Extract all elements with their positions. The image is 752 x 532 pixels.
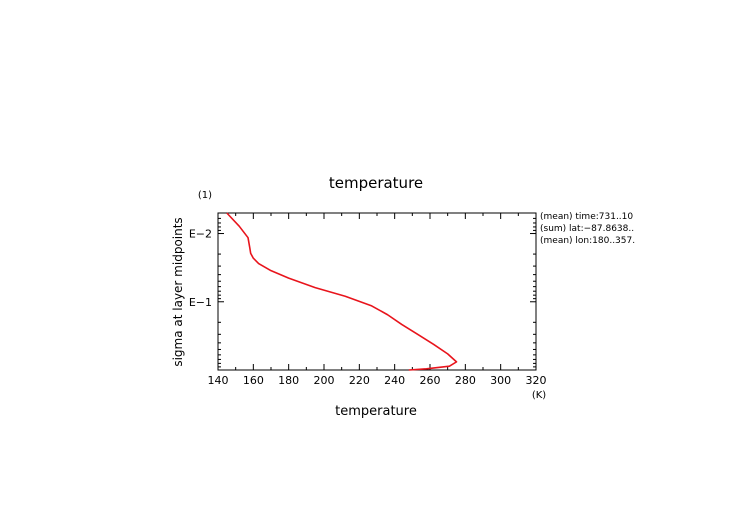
x-tick-label: 240 bbox=[384, 374, 405, 387]
x-tick-label: 300 bbox=[490, 374, 511, 387]
x-tick-label: 280 bbox=[455, 374, 476, 387]
y-axis-label: sigma at layer midpoints bbox=[171, 217, 185, 366]
series-line bbox=[226, 212, 458, 371]
x-axis-ticks: 140 160 180 200 220 240 260 280 300 320 bbox=[208, 213, 547, 387]
x-tick-label: 260 bbox=[420, 374, 441, 387]
x-axis-label: temperature bbox=[335, 404, 417, 419]
plot-frame bbox=[217, 212, 537, 371]
x-unit-label: (K) bbox=[532, 390, 546, 401]
y-axis-ticks: E−2 E−1 bbox=[189, 212, 536, 368]
x-tick-label: 200 bbox=[314, 374, 335, 387]
chart-title: temperature bbox=[329, 174, 423, 192]
x-tick-label: 140 bbox=[208, 374, 229, 387]
annotation-time: (mean) time:731..10 bbox=[540, 212, 633, 222]
x-tick-label: 320 bbox=[526, 374, 547, 387]
y-tick-label: E−2 bbox=[189, 228, 212, 241]
x-tick-label: 180 bbox=[278, 374, 299, 387]
annotation-lat: (sum) lat:−87.8638.. bbox=[540, 224, 634, 234]
x-tick-label: 220 bbox=[349, 374, 370, 387]
x-tick-label: 160 bbox=[243, 374, 264, 387]
y-unit-label: (1) bbox=[198, 190, 212, 201]
y-tick-label: E−1 bbox=[189, 296, 212, 309]
annotation-block: (mean) time:731..10 (sum) lat:−87.8638..… bbox=[540, 212, 635, 246]
annotation-lon: (mean) lon:180..357. bbox=[540, 236, 635, 246]
